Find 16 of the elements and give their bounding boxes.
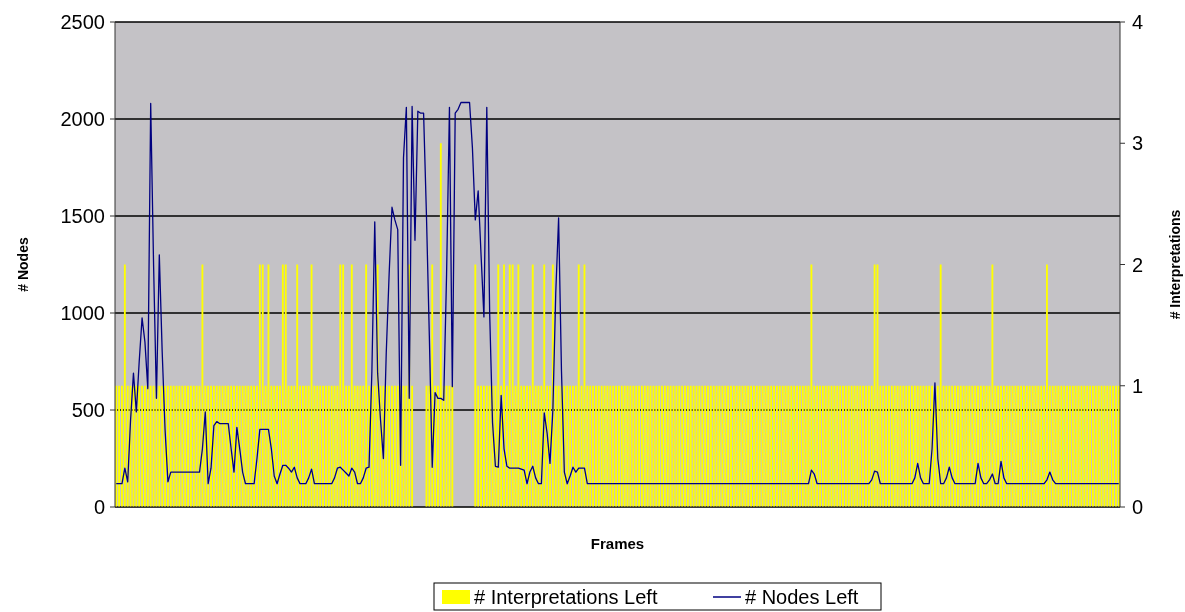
y-tick-label: 1500 [60, 205, 105, 227]
y-tick-label: 1000 [60, 302, 105, 324]
y-tick-label: 2500 [60, 11, 105, 33]
y2-tick-label: 1 [1132, 374, 1144, 397]
y-axis-title: # Nodes [15, 237, 31, 292]
y2-tick-label: 3 [1132, 132, 1144, 155]
y-tick-label: 500 [71, 399, 105, 421]
y-tick-label: 0 [93, 496, 105, 518]
y2-tick-label: 0 [1132, 496, 1144, 518]
y2-axis-title: # Interpretations [1167, 209, 1183, 320]
y2-tick-label: 2 [1132, 253, 1144, 276]
y2-tick-label: 4 [1132, 11, 1144, 33]
x-axis-title: Frames [590, 535, 645, 552]
legend-label: # Nodes Left [745, 586, 859, 608]
legend-label: # Interpretations Left [474, 586, 658, 608]
y-tick-label: 2000 [60, 108, 105, 130]
